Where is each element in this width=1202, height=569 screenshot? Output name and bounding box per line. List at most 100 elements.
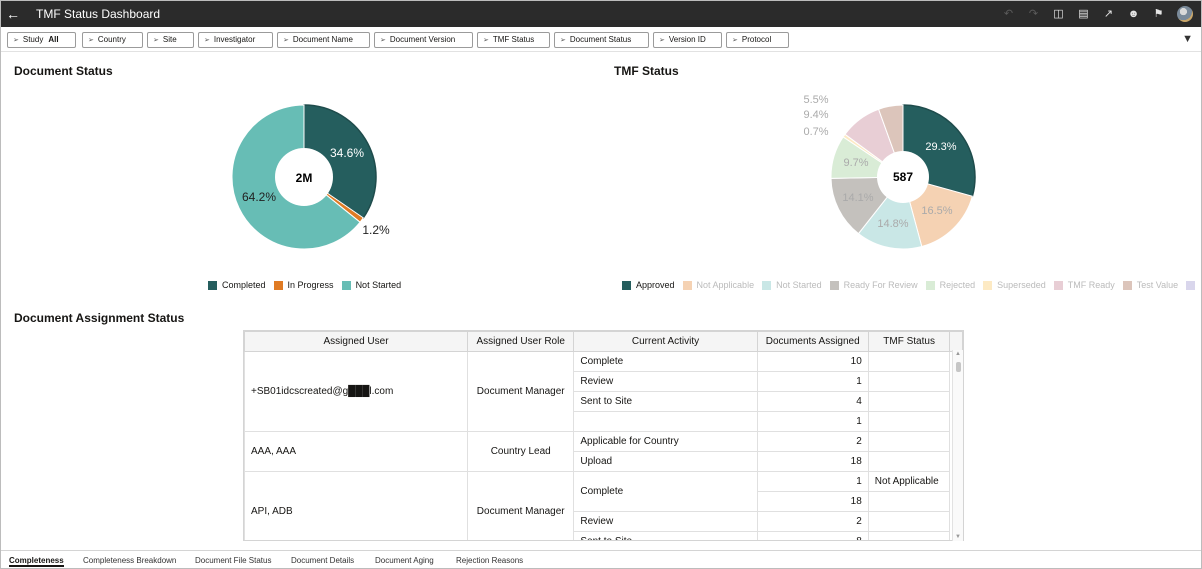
filter-chip-tmf-status[interactable]: ➢ TMF Status <box>477 32 550 48</box>
filter-chip-country[interactable]: ➢ Country <box>82 32 143 48</box>
comment-icon[interactable]: ▤ <box>1078 8 1089 20</box>
legend-item[interactable]: Superseded <box>983 280 1046 290</box>
column-header-activity[interactable]: Current Activity <box>573 331 758 352</box>
pin-icon: ➢ <box>380 37 386 44</box>
filter-label: Document Version <box>389 35 456 44</box>
legend-item[interactable]: Not Applicable <box>682 280 754 290</box>
cell-tmf-status <box>867 411 951 432</box>
donut-hole <box>275 148 333 206</box>
column-header-tmf-status[interactable]: TMF Status <box>867 331 951 352</box>
tab-document-aging[interactable]: Document Aging <box>375 556 434 565</box>
assignment-table: Assigned User Assigned User Role Current… <box>243 330 964 541</box>
cell-documents-assigned: 4 <box>756 391 869 412</box>
cell-documents-assigned: 1 <box>756 471 869 492</box>
tab-completeness-breakdown[interactable]: Completeness Breakdown <box>83 556 177 565</box>
tmf-status-legend: Approved Not Applicable Not Started Read… <box>622 280 1202 290</box>
table-row[interactable]: Sent to Site 4 <box>245 391 963 412</box>
legend-item[interactable]: Ready For Review <box>829 280 918 290</box>
slice-label-not-applicable: 16.5% <box>921 205 952 217</box>
column-header-role[interactable]: Assigned User Role <box>467 331 575 352</box>
cell-role: Country Lead <box>467 431 575 472</box>
legend-label: Approved <box>636 280 675 290</box>
table-row[interactable]: 18 <box>245 491 963 512</box>
cell-tmf-status: Not Applicable <box>867 471 951 492</box>
table-row[interactable]: Upload 18 <box>245 451 963 472</box>
table-row[interactable]: +SB01idcscreated@g███l.com Document Manag… <box>244 351 963 432</box>
pin-icon: ➢ <box>204 37 210 44</box>
legend-item[interactable]: Approved <box>622 280 675 290</box>
filter-chip-investigator[interactable]: ➢ Investigator <box>198 32 273 48</box>
table-row[interactable]: AAA, AAA Country Lead Applicable for Count… <box>244 431 963 472</box>
cell-activity: Review <box>573 371 758 392</box>
bookmark-icon[interactable]: ⚑ <box>1153 8 1164 20</box>
legend-item[interactable]: Not Started <box>341 280 401 290</box>
slice-label-not-started: 64.2% <box>242 190 276 204</box>
donut-center-value: 2M <box>296 171 313 185</box>
cell-role: Document Manager <box>467 471 575 540</box>
filter-label: Country <box>97 35 126 44</box>
legend-item[interactable]: Not Started <box>762 280 822 290</box>
filter-label: Site <box>162 35 177 44</box>
legend-item[interactable] <box>1186 280 1200 290</box>
column-header-documents-assigned[interactable]: Documents Assigned <box>756 331 869 352</box>
assignment-title: Document Assignment Status <box>14 311 185 325</box>
filter-label: Protocol <box>741 35 772 44</box>
filter-chip-study[interactable]: ➢ Study All <box>7 32 76 48</box>
tab-document-details[interactable]: Document Details <box>291 556 355 565</box>
filter-chip-version-id[interactable]: ➢ Version ID <box>653 32 722 48</box>
filter-chip-site[interactable]: ➢ Site <box>147 32 194 48</box>
data-icon[interactable]: ◫ <box>1053 8 1064 20</box>
document-status-legend: Completed In Progress Not Started <box>208 280 409 290</box>
export-icon[interactable]: ↗ <box>1103 8 1114 20</box>
scroll-down-icon[interactable]: ▼ <box>955 534 961 540</box>
filter-chip-document-version[interactable]: ➢ Document Version <box>374 32 473 48</box>
slice-label-not-started: 14.8% <box>877 218 908 230</box>
table-row[interactable]: API, ADB Document Manager Complete 1 Not App… <box>244 471 963 540</box>
filter-chip-document-name[interactable]: ➢ Document Name <box>277 32 370 48</box>
filter-label: Document Status <box>569 35 632 44</box>
redo-icon[interactable]: ↷ <box>1028 8 1039 20</box>
user-settings-icon[interactable]: ☻ <box>1127 8 1140 20</box>
legend-item[interactable]: In Progress <box>273 280 334 290</box>
pin-icon: ➢ <box>560 37 566 44</box>
slice-label-rejected: 9.7% <box>843 157 868 169</box>
legend-item[interactable]: Test Value <box>1122 280 1179 290</box>
pin-icon: ➢ <box>732 37 738 44</box>
cell-activity: Sent to Site <box>573 391 758 412</box>
donut-hole <box>877 151 929 203</box>
table-scrollbar[interactable]: ▲ ▼ <box>952 350 963 541</box>
legend-label: Completed <box>222 280 266 290</box>
legend-swatch <box>208 280 217 290</box>
slice-label-in-progress: 1.2% <box>362 223 390 237</box>
avatar[interactable] <box>1177 6 1193 22</box>
document-status-title: Document Status <box>14 64 113 78</box>
filter-icon[interactable]: ▼ <box>1182 33 1193 45</box>
undo-icon[interactable]: ↶ <box>1003 8 1014 20</box>
legend-label: TMF Ready <box>1067 280 1115 290</box>
legend-label: Rejected <box>939 280 976 290</box>
table-row[interactable]: 1 <box>245 411 963 432</box>
tab-completeness[interactable]: Completeness <box>9 556 64 567</box>
legend-label: Test Value <box>1136 280 1179 290</box>
pie-slice-completed[interactable] <box>303 104 377 219</box>
cell-documents-assigned: 2 <box>756 511 869 532</box>
filter-label: Investigator <box>213 35 256 44</box>
legend-item[interactable]: TMF Ready <box>1053 280 1115 290</box>
tab-document-file-status[interactable]: Document File Status <box>195 556 272 565</box>
column-header-spacer <box>949 331 963 352</box>
table-header-row: Assigned User Assigned User Role Current… <box>244 331 963 352</box>
filter-chip-protocol[interactable]: ➢ Protocol <box>726 32 789 48</box>
slice-label-tmf-ready: 9.4% <box>803 109 828 121</box>
column-header-assigned-user[interactable]: Assigned User <box>244 331 469 352</box>
table-row[interactable]: Sent to Site8 <box>245 531 963 540</box>
scroll-up-icon[interactable]: ▲ <box>955 351 961 357</box>
back-arrow-icon[interactable]: ← <box>6 6 20 22</box>
legend-item[interactable]: Rejected <box>925 280 976 290</box>
legend-item[interactable]: Completed <box>208 280 266 290</box>
filter-chip-document-status[interactable]: ➢ Document Status <box>554 32 649 48</box>
cell-role: Document Manager <box>467 351 575 432</box>
scroll-thumb[interactable] <box>956 362 961 372</box>
cell-tmf-status <box>867 531 951 540</box>
tab-rejection-reasons[interactable]: Rejection Reasons <box>456 556 524 565</box>
slice-label-ready-for-review: 14.1% <box>842 192 873 204</box>
